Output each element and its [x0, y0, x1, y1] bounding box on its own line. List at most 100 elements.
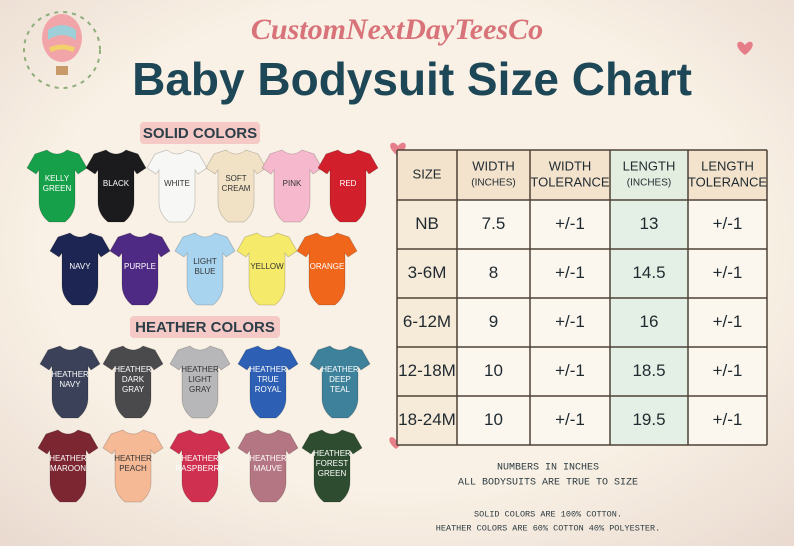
bodysuit-shape — [317, 149, 379, 223]
bodysuit-shape — [237, 345, 299, 419]
bodysuit-label: ROYAL — [255, 385, 282, 394]
bodysuit-label: HEATHER — [51, 370, 89, 379]
column-header: SIZE — [413, 166, 442, 181]
table-cell: +/-1 — [713, 410, 743, 429]
bodysuit-label: HEATHER — [114, 454, 152, 463]
bodysuit-label: HEATHER — [321, 365, 359, 374]
bodysuit-shape — [301, 429, 363, 503]
note: ALL BODYSUITS ARE TRUE TO SIZE — [458, 478, 638, 489]
bodysuit-label: GREEN — [43, 184, 72, 193]
table-cell: +/-1 — [555, 214, 585, 233]
bodysuit-shape — [85, 149, 147, 223]
bodysuit-shape — [174, 232, 236, 306]
footer-note: HEATHER COLORS ARE 60% COTTON 40% POLYES… — [436, 523, 660, 533]
bodysuit-label: HEATHER — [181, 454, 219, 463]
table-cell: 10 — [484, 361, 503, 380]
table-cell: 13 — [640, 214, 659, 233]
table-cell: 8 — [489, 263, 498, 282]
footer-note: SOLID COLORS ARE 100% COTTON. — [474, 509, 622, 519]
bodysuit-label: RASPBERRY — [175, 464, 225, 473]
table-cell: 16 — [640, 312, 659, 331]
bodysuit-label: LIGHT — [188, 375, 212, 384]
table-cell: +/-1 — [713, 214, 743, 233]
bodysuit: PINK — [261, 149, 323, 223]
bodysuit-label: DARK — [122, 375, 145, 384]
bodysuit: YELLOW — [236, 232, 298, 306]
banner — [130, 316, 280, 338]
table-cell: +/-1 — [713, 312, 743, 331]
section-heading: SOLID COLORS — [143, 125, 257, 142]
table-cell: +/-1 — [713, 361, 743, 380]
size-cell: 12-18M — [398, 361, 456, 380]
column-header: (INCHES) — [471, 178, 515, 189]
bodysuit-label: MAROON — [50, 464, 86, 473]
column-header: WIDTH — [472, 158, 515, 173]
table-cell: +/-1 — [555, 312, 585, 331]
column-tint — [397, 200, 457, 445]
table-cell: 19.5 — [632, 410, 665, 429]
bodysuit: NAVY — [49, 232, 111, 306]
bodysuit-label: CREAM — [222, 184, 251, 193]
size-table: SIZEWIDTH(INCHES)WIDTHTOLERANCELENGTH(IN… — [396, 149, 768, 446]
bodysuit-label: HEATHER — [181, 365, 219, 374]
table-cell: +/-1 — [555, 361, 585, 380]
bodysuit-label: FOREST — [316, 459, 349, 468]
bodysuit-label: NAVY — [59, 380, 81, 389]
bodysuit-label: BLACK — [103, 179, 130, 188]
size-cell: 3-6M — [408, 263, 447, 282]
bodysuit-label: NAVY — [69, 262, 91, 271]
bodysuit-shape — [39, 345, 101, 419]
table-cell: 9 — [489, 312, 498, 331]
bodysuit-shape — [49, 232, 111, 306]
table-cell: 14.5 — [632, 263, 665, 282]
bodysuit-label: TEAL — [330, 385, 351, 394]
bodysuit-label: ORANGE — [310, 262, 345, 271]
table-cell: +/-1 — [555, 410, 585, 429]
bodysuit-shape — [296, 232, 358, 306]
bodysuit-shape — [146, 149, 208, 223]
bodysuit-label: GRAY — [189, 385, 212, 394]
bodysuit-shape — [309, 345, 371, 419]
size-cell: 18-24M — [398, 410, 456, 429]
bodysuit-label: WHITE — [164, 179, 190, 188]
column-header: LENGTH — [701, 158, 754, 173]
table-cell: +/-1 — [713, 263, 743, 282]
bodysuit-label: GRAY — [122, 385, 145, 394]
bodysuit-shape — [236, 232, 298, 306]
bodysuit-label: GREEN — [318, 469, 347, 478]
bodysuit-label: DEEP — [329, 375, 351, 384]
bodysuit-label: HEATHER — [114, 365, 152, 374]
brand: CustomNextDayTeesCo — [251, 13, 543, 46]
bodysuit-shape — [102, 345, 164, 419]
bodysuit-label: RED — [340, 179, 357, 188]
bodysuit-label: PEACH — [119, 464, 147, 473]
bodysuit-label: MAUVE — [254, 464, 282, 473]
bodysuit-label: TRUE — [257, 375, 279, 384]
note: NUMBERS IN INCHES — [497, 463, 599, 474]
table-cell: +/-1 — [555, 263, 585, 282]
column-header: WIDTH — [549, 158, 592, 173]
bodysuit-label: HEATHER — [49, 454, 87, 463]
table-cell: 18.5 — [632, 361, 665, 380]
column-header: TOLERANCE — [530, 174, 610, 189]
bodysuit-shape — [261, 149, 323, 223]
table-cell: 10 — [484, 410, 503, 429]
bodysuit-shape — [109, 232, 171, 306]
bodysuit-label: HEATHER — [249, 454, 287, 463]
banner — [140, 122, 260, 144]
bodysuit: BLACK — [85, 149, 147, 223]
column-header: LENGTH — [623, 158, 676, 173]
bodysuit-label: BLUE — [195, 267, 216, 276]
title: Baby Bodysuit Size Chart — [132, 53, 692, 105]
